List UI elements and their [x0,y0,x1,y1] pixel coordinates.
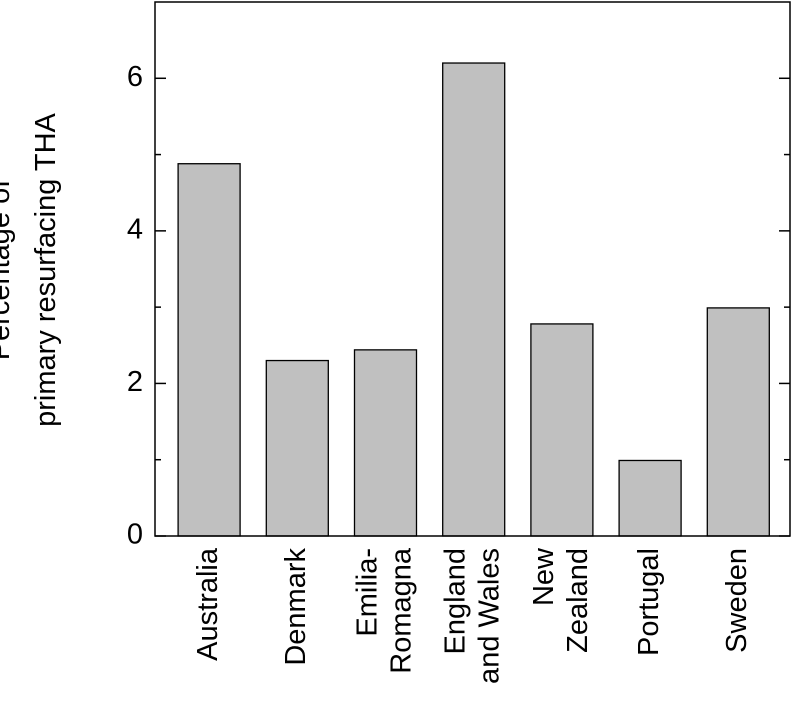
y-tick-label: 4 [127,214,143,246]
bar [353,349,418,537]
y-tick-label: 6 [127,61,143,93]
x-tick-label: Portugal [633,548,665,656]
x-tick-label: Sweden [721,548,753,653]
bar [706,307,770,537]
x-tick-label: NewZealand [528,547,594,653]
x-tick-label: Emilia-Romagna [351,547,417,674]
bar [530,323,594,537]
bar [442,62,506,537]
bar [177,163,241,537]
bar [618,459,682,537]
y-tick-label: 2 [127,366,143,398]
x-tick-label: Denmark [280,548,312,666]
plot-frame [154,1,791,537]
x-tick-label: Australia [192,547,224,661]
bar [265,359,329,537]
y-axis-title: Percentage of primary resurfacing THA [0,112,62,426]
y-tick-label: 0 [127,519,143,551]
x-tick-label: Englandand Wales [439,548,505,684]
